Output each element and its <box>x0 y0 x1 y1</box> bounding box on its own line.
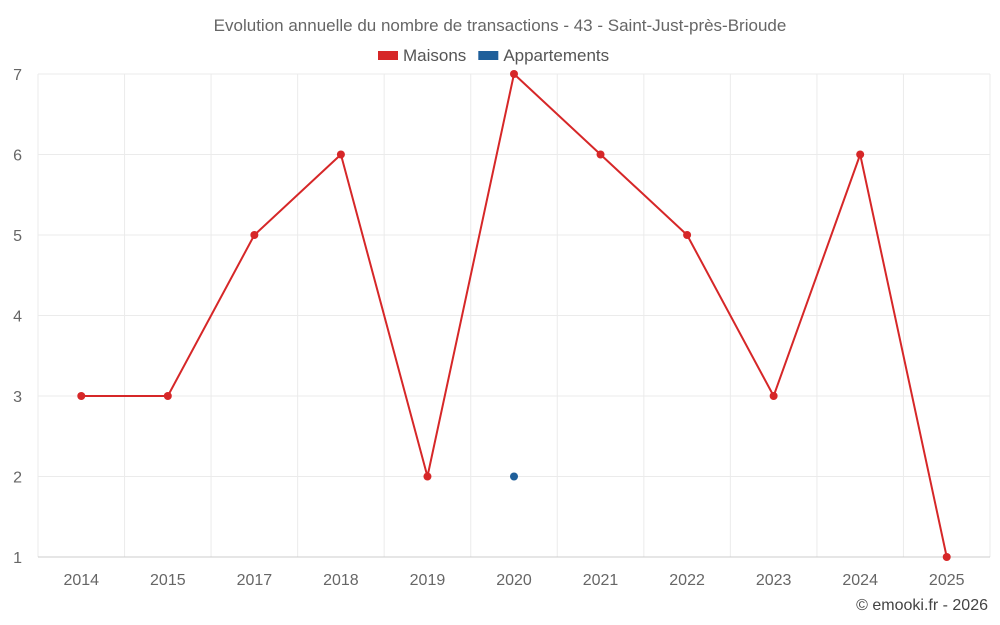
series-maisons <box>77 70 951 561</box>
y-tick-label: 2 <box>13 470 22 487</box>
data-point <box>510 70 518 78</box>
x-tick-label: 2025 <box>929 572 965 589</box>
data-point <box>163 392 172 400</box>
data-point <box>683 231 692 239</box>
legend-label: Maisons <box>403 46 466 65</box>
data-point <box>596 150 605 159</box>
data-point <box>510 472 518 481</box>
x-tick-label: 2019 <box>410 572 446 589</box>
y-tick-label: 3 <box>13 389 22 406</box>
x-tick-label: 2022 <box>669 572 705 589</box>
legend-swatch <box>378 51 398 60</box>
legend: Maisons Appartements <box>378 46 609 65</box>
series-appartements <box>510 472 518 481</box>
series-layer <box>77 70 951 561</box>
y-tick-label: 5 <box>13 228 22 245</box>
x-tick-label: 2017 <box>237 572 273 589</box>
axes: 1 2 3 4 5 6 7 2014 2015 2017 2018 2019 2020 2021 2022 2… <box>13 67 990 589</box>
x-tick-label: 2014 <box>63 572 99 589</box>
y-tick-label: 6 <box>13 148 22 165</box>
data-point <box>942 553 951 561</box>
legend-swatch <box>478 51 499 60</box>
x-tick-label: 2023 <box>756 572 792 589</box>
y-tick-label: 4 <box>13 309 22 326</box>
credit: © emooki.fr - 2026 <box>856 597 988 614</box>
y-tick-label: 1 <box>13 550 22 567</box>
x-tick-label: 2018 <box>323 572 359 589</box>
chart-title: Evolution annuelle du nombre de transact… <box>214 16 787 35</box>
data-point <box>769 392 778 400</box>
data-point <box>336 150 345 159</box>
data-point <box>250 231 259 239</box>
x-tick-label: 2021 <box>583 572 619 589</box>
grid <box>37 73 991 558</box>
y-tick-label: 7 <box>13 67 22 84</box>
x-tick-label: 2020 <box>496 572 532 589</box>
legend-label: Appartements <box>503 46 609 65</box>
data-point <box>77 392 86 400</box>
x-tick-label: 2024 <box>842 572 878 589</box>
x-tick-label: 2015 <box>150 572 186 589</box>
data-point <box>423 472 432 481</box>
data-point <box>856 150 865 159</box>
